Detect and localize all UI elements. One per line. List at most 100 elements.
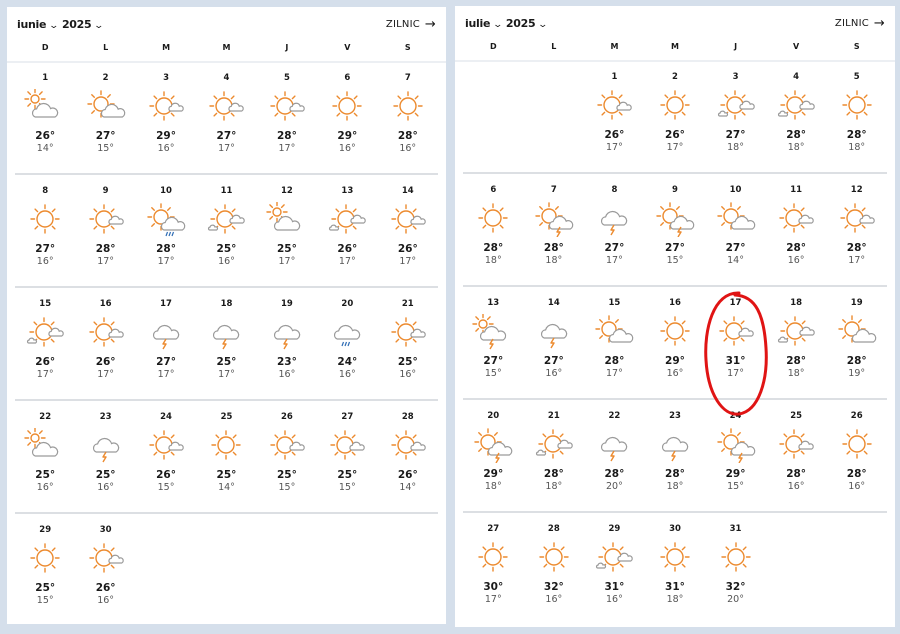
calendar-week-row: 6 28° 18° 7 28° 18° 8 27° 17° 9 27° 15° — [463, 174, 887, 287]
year-dropdown[interactable]: 2025 ⌄ — [506, 17, 548, 30]
daily-view-link[interactable]: ZILNIC → — [386, 17, 436, 32]
year-dropdown[interactable]: 2025 ⌄ — [62, 18, 104, 31]
high-temp: 31° — [725, 355, 746, 367]
day-cell[interactable]: 27 30° 17° — [463, 513, 524, 626]
day-cell[interactable]: 18 28° 18° — [766, 287, 827, 398]
day-cell[interactable]: 15 28° 17° — [584, 287, 645, 398]
day-cell[interactable]: 19 23° 16° — [257, 288, 317, 399]
day-cell[interactable]: 29 25° 15° — [15, 514, 75, 627]
day-cell[interactable]: 2 26° 17° — [645, 61, 706, 172]
weekday-label: J — [285, 43, 289, 52]
day-cell[interactable]: 1 26° 17° — [584, 61, 645, 172]
day-cell[interactable]: 20 24° 16° — [317, 288, 377, 399]
daily-view-link[interactable]: ZILNIC → — [835, 16, 885, 31]
day-cell[interactable]: 16 29° 16° — [645, 287, 706, 398]
day-cell[interactable]: 30 26° 16° — [75, 514, 135, 627]
sun-icon — [660, 90, 690, 120]
day-cell[interactable]: 12 25° 17° — [257, 175, 317, 286]
day-cell[interactable]: 17 31° 17° — [705, 287, 766, 398]
day-cell[interactable]: 3 29° 16° — [136, 62, 196, 173]
high-temp: 25° — [216, 469, 237, 481]
sun-small-clouds-icon — [208, 204, 246, 234]
day-cell[interactable]: 9 28° 17° — [75, 175, 135, 286]
calendar-grid: 1 26° 17° 2 26° 17° 3 27° 18° 4 28° 18° — [463, 61, 887, 626]
month-dropdown[interactable]: iunie ⌄ — [17, 18, 59, 31]
day-cell[interactable]: 4 28° 18° — [766, 61, 827, 172]
day-number: 2 — [102, 73, 109, 83]
weekday-label: L — [551, 42, 557, 51]
day-cell[interactable]: 20 29° 18° — [463, 400, 524, 511]
day-cell[interactable]: 2 27° 15° — [75, 62, 135, 173]
day-cell[interactable]: 19 28° 19° — [826, 287, 887, 398]
day-cell[interactable]: 8 27° 16° — [15, 175, 75, 286]
day-cell[interactable]: 13 27° 15° — [463, 287, 524, 398]
day-cell[interactable]: 15 26° 17° — [15, 288, 75, 399]
day-cell[interactable]: 7 28° 18° — [524, 174, 585, 285]
high-temp: 28° — [846, 355, 867, 367]
day-cell[interactable]: 6 29° 16° — [317, 62, 377, 173]
day-cell[interactable]: 16 26° 17° — [75, 288, 135, 399]
day-cell[interactable]: 30 31° 18° — [645, 513, 706, 626]
day-cell[interactable]: 10 27° 14° — [705, 174, 766, 285]
day-cell[interactable]: 5 28° 17° — [257, 62, 317, 173]
day-cell[interactable]: 18 25° 17° — [196, 288, 256, 399]
day-cell[interactable]: 25 25° 14° — [196, 401, 256, 512]
high-temp: 24° — [337, 356, 358, 368]
day-cell[interactable]: 4 27° 17° — [196, 62, 256, 173]
weekday-label: M — [222, 43, 231, 52]
day-cell[interactable]: 7 28° 16° — [378, 62, 438, 173]
day-cell[interactable]: 1 26° 14° — [15, 62, 75, 173]
cloud-rain-icon — [334, 324, 361, 347]
empty-cell — [136, 514, 196, 627]
high-temp: 27° — [725, 129, 746, 141]
day-cell[interactable]: 21 25° 16° — [378, 288, 438, 399]
day-cell[interactable]: 24 29° 15° — [705, 400, 766, 511]
day-cell[interactable]: 22 28° 20° — [584, 400, 645, 511]
chevron-down-icon: ⌄ — [93, 20, 104, 31]
day-cell[interactable]: 28 32° 16° — [524, 513, 585, 626]
high-temp: 27° — [35, 243, 56, 255]
high-temp: 28° — [846, 242, 867, 254]
day-cell[interactable]: 3 27° 18° — [705, 61, 766, 172]
day-cell[interactable]: 23 28° 18° — [645, 400, 706, 511]
day-cell[interactable]: 5 28° 18° — [826, 61, 887, 172]
day-cell[interactable]: 13 26° 17° — [317, 175, 377, 286]
low-temp: 16° — [36, 256, 54, 267]
day-cell[interactable]: 12 28° 17° — [826, 174, 887, 285]
day-number: 30 — [99, 525, 112, 535]
day-number: 16 — [99, 299, 112, 309]
day-cell[interactable]: 14 27° 16° — [524, 287, 585, 398]
high-temp: 29° — [483, 468, 504, 480]
day-cell[interactable]: 23 25° 16° — [75, 401, 135, 512]
calendar-week-row: 20 29° 18° 21 28° 18° 22 28° 20° 23 28° … — [463, 400, 887, 513]
low-temp: 14° — [727, 255, 744, 266]
month-dropdown[interactable]: iulie ⌄ — [465, 17, 503, 30]
sun-cloud-thunder-icon — [716, 428, 755, 463]
empty-cell — [463, 61, 524, 172]
day-cell[interactable]: 17 27° 17° — [136, 288, 196, 399]
high-temp: 26° — [95, 582, 116, 594]
day-cell[interactable]: 25 28° 16° — [766, 400, 827, 511]
day-cell[interactable]: 21 28° 18° — [524, 400, 585, 511]
cloud-thunder-icon — [153, 324, 180, 350]
day-cell[interactable]: 10 28° 17° — [136, 175, 196, 286]
day-cell[interactable]: 6 28° 18° — [463, 174, 524, 285]
day-cell[interactable]: 26 25° 15° — [257, 401, 317, 512]
day-cell[interactable]: 26 28° 16° — [826, 400, 887, 511]
day-cell[interactable]: 14 26° 17° — [378, 175, 438, 286]
low-temp: 18° — [545, 481, 563, 492]
high-temp: 32° — [725, 581, 746, 593]
day-cell[interactable]: 9 27° 15° — [645, 174, 706, 285]
day-cell[interactable]: 28 26° 14° — [378, 401, 438, 512]
day-cell[interactable]: 31 32° 20° — [705, 513, 766, 626]
high-temp: 29° — [156, 130, 176, 142]
day-cell[interactable]: 11 25° 16° — [196, 175, 256, 286]
day-cell[interactable]: 24 26° 15° — [136, 401, 196, 512]
day-cell[interactable]: 11 28° 16° — [766, 174, 827, 285]
day-cell[interactable]: 27 25° 15° — [317, 401, 377, 512]
day-cell[interactable]: 29 31° 16° — [584, 513, 645, 626]
day-cell[interactable]: 8 27° 17° — [584, 174, 645, 285]
day-cell[interactable]: 22 25° 16° — [15, 401, 75, 512]
low-temp: 16° — [97, 482, 115, 493]
